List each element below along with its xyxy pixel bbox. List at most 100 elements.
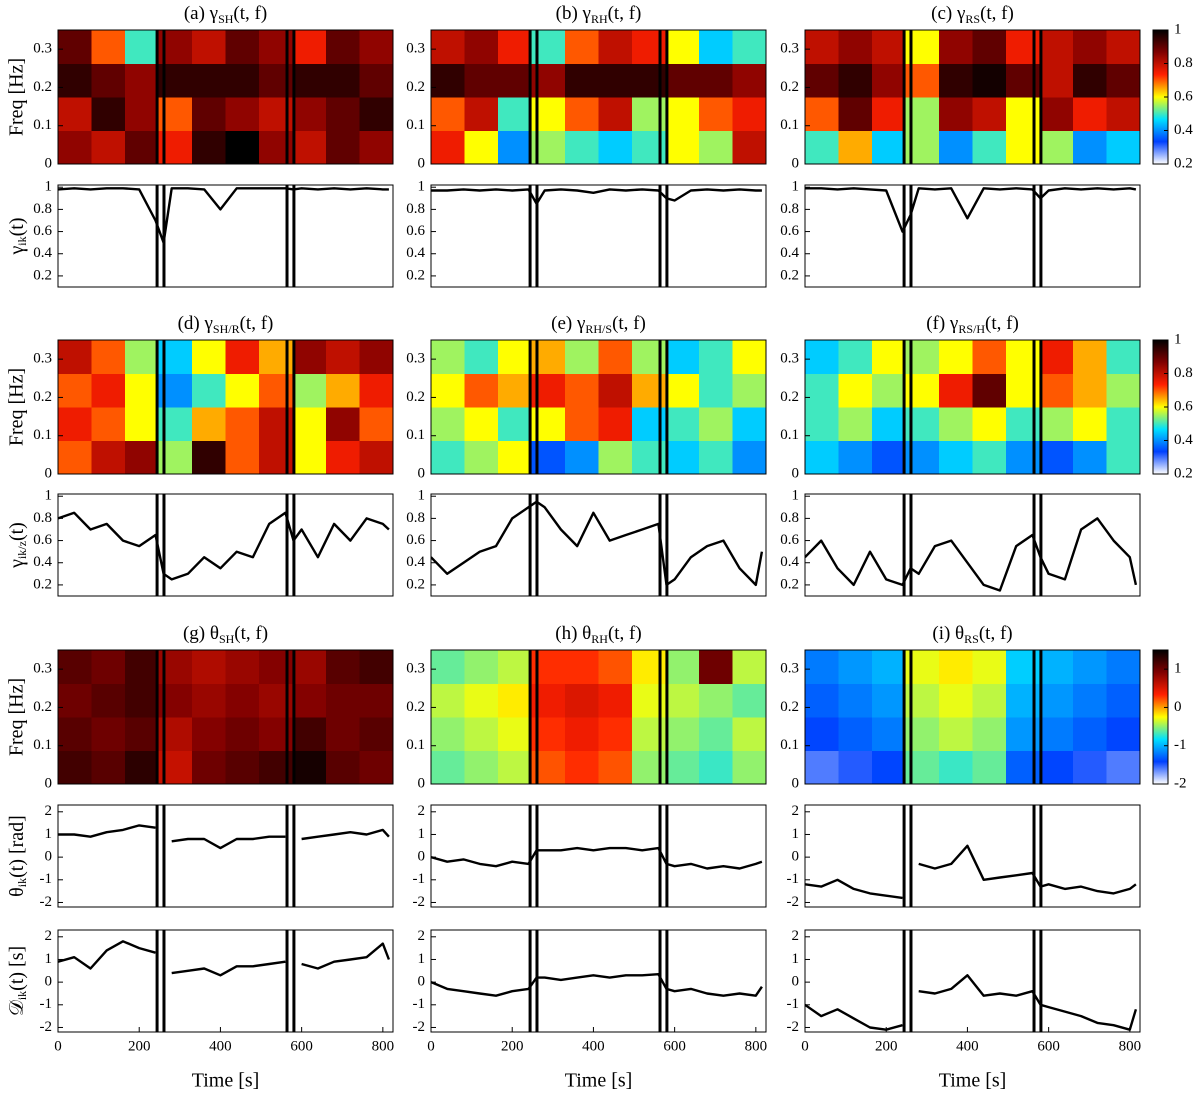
- y-tick-label: 1: [45, 179, 53, 195]
- heat-cell: [972, 440, 1007, 474]
- heat-cell: [665, 650, 700, 684]
- colorbar-tick-label: 0.6: [1174, 398, 1193, 414]
- y-tick-label: 0.2: [406, 267, 425, 283]
- heat-cell: [872, 30, 906, 64]
- heat-cell: [1039, 373, 1074, 408]
- x-axis-label: Time [s]: [192, 1070, 260, 1092]
- heat-cell: [292, 650, 327, 684]
- heat-cell: [972, 97, 1007, 131]
- y-tick-label: 0.1: [33, 117, 52, 133]
- plot-area: [805, 340, 1140, 474]
- y-tick-label: 0.2: [33, 79, 52, 95]
- y-tick-label: 0.3: [406, 351, 425, 367]
- colorbar-tick-label: -2: [1174, 775, 1187, 791]
- y-axis-label-part: γ: [6, 246, 28, 256]
- y-tick-label: 0.1: [406, 117, 425, 133]
- x-tick-label: 0: [427, 1038, 435, 1054]
- heat-cell: [805, 440, 839, 474]
- y-tick-label: 0: [418, 155, 426, 171]
- heat-cell: [1073, 63, 1107, 98]
- heat-cell: [464, 750, 499, 784]
- heat-cell: [91, 683, 126, 718]
- heat-cell: [1073, 650, 1107, 684]
- y-tick-label: 0.1: [780, 427, 799, 443]
- heat-cell: [939, 30, 973, 64]
- plot-area: [431, 650, 766, 784]
- heat-cell: [565, 63, 599, 98]
- heat-cell: [1039, 130, 1074, 164]
- panel-title: (e) γRH/S(t, f): [551, 313, 646, 335]
- panel-title-part: (t, f): [979, 623, 1013, 644]
- heat-cell: [192, 440, 226, 474]
- heat-cell: [359, 97, 393, 131]
- y-tick-label: 0.2: [33, 576, 52, 592]
- heat-cell: [805, 30, 839, 64]
- heat-cell: [58, 63, 92, 98]
- heat-cell: [192, 340, 226, 374]
- y-tick-label: 2: [418, 803, 426, 819]
- heat-cell: [665, 440, 700, 474]
- colorbar-tick-label: 0.6: [1174, 88, 1193, 104]
- y-tick-label: 0.3: [406, 661, 425, 677]
- plot-area: [805, 930, 1138, 1032]
- heat-cell: [91, 650, 126, 684]
- y-tick-label: 0.1: [406, 737, 425, 753]
- plot-area: [805, 650, 1140, 784]
- heat-cell: [598, 440, 633, 474]
- heat-cell: [326, 30, 360, 64]
- axes-frame: [804, 29, 1141, 165]
- heat-cell: [665, 130, 700, 164]
- plot-area: [58, 805, 390, 907]
- x-tick-label: 800: [1119, 1038, 1142, 1054]
- y-tick-label: 1: [792, 488, 800, 504]
- heat-cell: [326, 440, 360, 474]
- y-tick-label: 2: [45, 928, 53, 944]
- heat-cell: [125, 717, 159, 751]
- heat-cell: [58, 440, 92, 474]
- heat-cell: [872, 97, 906, 131]
- heat-cell: [359, 683, 393, 718]
- axes-frame: [430, 29, 767, 165]
- heat-cell: [805, 63, 839, 98]
- heat-cell: [838, 340, 873, 374]
- heat-cell: [939, 407, 973, 441]
- heat-cell: [464, 650, 499, 684]
- heat-cell: [1106, 340, 1140, 374]
- heat-cell: [125, 650, 159, 684]
- axes-frame: [430, 339, 767, 475]
- heat-cell: [1073, 750, 1107, 784]
- x-tick-label: 400: [582, 1038, 605, 1054]
- y-tick-label: -2: [413, 1019, 426, 1035]
- y-tick-label: 0.3: [780, 41, 799, 57]
- heat-cell: [464, 440, 499, 474]
- y-tick-label: -2: [40, 894, 53, 910]
- heat-cell: [498, 373, 532, 408]
- heat-cell: [939, 130, 973, 164]
- series-line: [431, 973, 763, 997]
- y-tick-label: 0.1: [33, 737, 52, 753]
- heat-cell: [1073, 97, 1107, 131]
- panel-title-sub: RH/S: [585, 322, 612, 336]
- heat-cell: [838, 407, 873, 441]
- plot-area: [431, 340, 766, 474]
- heat-cell: [58, 683, 92, 718]
- y-tick-label: 0.2: [780, 576, 799, 592]
- y-tick-label: 0.8: [406, 201, 425, 217]
- x-axis-label: Time [s]: [939, 1070, 1007, 1092]
- heat-cell: [125, 683, 159, 718]
- heat-cell: [1039, 717, 1074, 751]
- y-tick-label: 0.3: [780, 661, 799, 677]
- heat-cell: [1073, 130, 1107, 164]
- heat-cell: [939, 340, 973, 374]
- heat-cell: [872, 340, 906, 374]
- heat-cell: [1073, 373, 1107, 408]
- heat-cell: [699, 340, 733, 374]
- axes-frame: [57, 649, 394, 785]
- panel-title-part: (b) γ: [556, 3, 591, 24]
- panel-title-part: (t, f): [608, 3, 642, 24]
- heat-cell: [1073, 30, 1107, 64]
- heat-cell: [58, 407, 92, 441]
- plot-area: [805, 494, 1138, 596]
- y-tick-label: 1: [418, 488, 426, 504]
- heat-cell: [91, 440, 126, 474]
